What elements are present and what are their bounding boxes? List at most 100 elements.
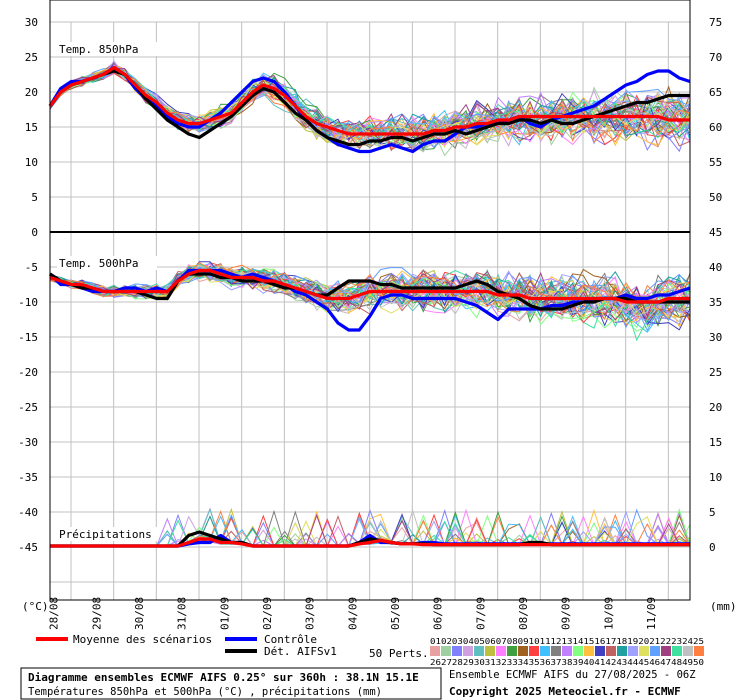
member-swatch (441, 646, 451, 656)
footer-copyright: Copyright 2025 Meteociel.fr - ECMWF (449, 685, 681, 698)
member-line-t500 (49, 266, 691, 326)
x-axis-ticks: 28/08 29/08 30/08 31/08 01/09 02/09 03/09 04/09… (48, 597, 658, 630)
member-swatch (430, 646, 440, 656)
member-line-t500 (49, 262, 691, 342)
member-swatch (540, 646, 550, 656)
right-tick-label: 50 (709, 191, 722, 204)
member-swatch (551, 646, 561, 656)
left-tick-label: -35 (18, 471, 38, 484)
panel-label-t850: Temp. 850hPa (59, 43, 138, 56)
member-swatch (650, 646, 660, 656)
chart-frame (49, 0, 691, 601)
member-line-t850 (49, 69, 691, 152)
right-axis-unit: (mm) (710, 600, 737, 613)
series-line-t500 (49, 272, 690, 311)
legend-det-label: Dét. AIFSv1 (264, 645, 337, 658)
member-swatch (507, 646, 517, 656)
member-swatch (661, 646, 671, 656)
left-tick-label: 15 (25, 121, 38, 134)
footer: Diagramme ensembles ECMWF AIFS 0.25° sur… (20, 667, 696, 700)
right-tick-label: 70 (709, 51, 722, 64)
member-swatch (595, 646, 605, 656)
right-tick-label: 75 (709, 16, 722, 29)
left-tick-label: -15 (18, 331, 38, 344)
main-series (48, 65, 691, 548)
left-tick-label: -5 (25, 261, 38, 274)
x-tick-label: 07/09 (474, 597, 487, 630)
member-swatch (452, 646, 462, 656)
right-tick-label: 5 (709, 506, 716, 519)
x-tick-label: 04/09 (346, 597, 359, 630)
x-tick-label: 05/09 (389, 597, 402, 630)
right-tick-label: 40 (709, 261, 722, 274)
member-swatch (639, 646, 649, 656)
x-tick-label: 03/09 (304, 597, 317, 630)
footer-subtitle: Températures 850hPa et 500hPa (°C) , pré… (28, 686, 382, 698)
member-swatch (672, 646, 682, 656)
chart-grid (50, 21, 690, 600)
right-tick-label: 65 (709, 86, 722, 99)
x-tick-label: 08/09 (517, 597, 530, 630)
right-tick-label: 45 (709, 226, 722, 239)
series-line-t850 (48, 65, 691, 154)
x-tick-label: 01/09 (218, 597, 231, 630)
x-tick-label: 09/09 (560, 597, 573, 630)
member-swatch (617, 646, 627, 656)
member-color-swatches (430, 646, 704, 656)
precip-label-bg (57, 527, 157, 541)
footer-title: Diagramme ensembles ECMWF AIFS 0.25° sur… (28, 671, 419, 684)
right-tick-label: 35 (709, 296, 722, 309)
right-tick-label: 10 (709, 471, 722, 484)
legend-mean-label: Moyenne des scénarios (73, 633, 212, 646)
member-swatch (562, 646, 572, 656)
series-line-t850 (48, 65, 690, 136)
t500-label-bg (57, 256, 157, 270)
x-tick-label: 02/09 (261, 597, 274, 630)
left-tick-label: 10 (25, 156, 38, 169)
member-swatch (628, 646, 638, 656)
footer-box (20, 667, 442, 700)
x-tick-label: 10/09 (602, 597, 615, 630)
panel-label-precip: Précipitations (59, 528, 152, 541)
left-axis-ticks: 30 25 20 15 10 5 0 -5 -10 -15 -20 -25 -30 -35 -40 -45 (18, 16, 38, 554)
left-tick-label: -45 (18, 541, 38, 554)
left-tick-label: -20 (18, 366, 38, 379)
member-swatch (463, 646, 473, 656)
x-tick-label: 11/09 (645, 597, 658, 630)
right-tick-label: 30 (709, 331, 722, 344)
x-tick-label: 06/09 (432, 597, 445, 630)
panel-label-t500: Temp. 500hPa (59, 257, 138, 270)
right-tick-label: 25 (709, 366, 722, 379)
member-swatch (683, 646, 693, 656)
right-tick-label: 20 (709, 401, 722, 414)
legend-perts-label: 50 Perts. (369, 647, 429, 660)
x-tick-label: 28/08 (48, 597, 61, 630)
x-tick-label: 29/08 (90, 597, 103, 630)
left-tick-label: -10 (18, 296, 38, 309)
plot-border (49, 0, 691, 601)
x-tick-label: 30/08 (133, 597, 146, 630)
member-swatch (485, 646, 495, 656)
right-tick-label: 60 (709, 121, 722, 134)
footer-run-info: Ensemble ECMWF AIFS du 27/08/2025 - 06Z (449, 669, 696, 681)
right-tick-label: 55 (709, 156, 722, 169)
member-swatch (606, 646, 616, 656)
left-tick-label: -40 (18, 506, 38, 519)
left-tick-label: -30 (18, 436, 38, 449)
member-swatch (573, 646, 583, 656)
left-tick-label: 5 (31, 191, 38, 204)
left-tick-label: 0 (31, 226, 38, 239)
legend-control-label: Contrôle (264, 633, 317, 646)
left-axis-unit: (°C) (22, 600, 49, 613)
left-tick-label: 20 (25, 86, 38, 99)
member-numbers-row1: 0102030405060708091011121314151617181920… (430, 636, 704, 646)
member-swatch (496, 646, 506, 656)
member-swatch (584, 646, 594, 656)
series-line-precip (50, 537, 690, 548)
series-line-t850 (48, 69, 690, 147)
member-line-t850 (49, 71, 691, 144)
right-tick-label: 15 (709, 436, 722, 449)
x-tick-label: 31/08 (176, 597, 189, 630)
